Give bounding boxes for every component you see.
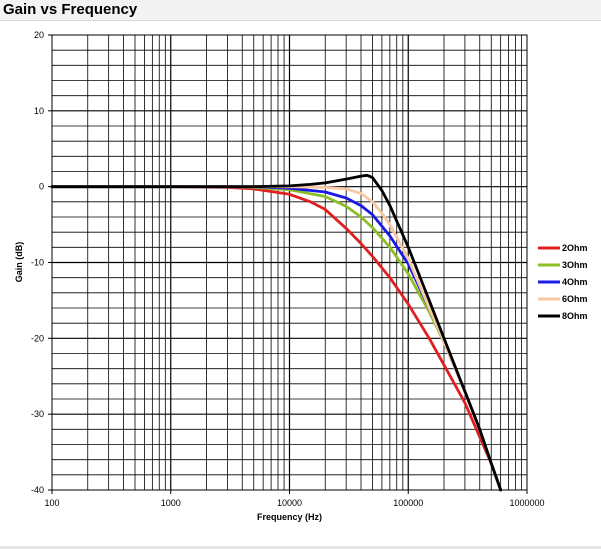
- x-tick-labels: 100 1000 10000 100000 1000000: [44, 490, 545, 508]
- y-tick-labels: 20 10 0 -10 -20 -30 -40: [31, 30, 52, 495]
- legend-label: 4Ohm: [562, 277, 588, 287]
- x-tick-label: 1000000: [509, 498, 544, 508]
- bottom-strip: [0, 546, 601, 549]
- y-tick-label: -10: [31, 258, 44, 268]
- y-axis-title: Gain (dB): [14, 242, 24, 283]
- y-tick-label: -20: [31, 333, 44, 343]
- x-tick-label: 10000: [277, 498, 302, 508]
- legend-label: 3Ohm: [562, 260, 588, 270]
- x-tick-label: 100: [44, 498, 59, 508]
- legend-label: 6Ohm: [562, 294, 588, 304]
- legend-label: 2Ohm: [562, 243, 588, 253]
- series-layer: [50, 173, 503, 492]
- y-tick-label: 0: [39, 182, 44, 192]
- legend: 2Ohm 3Ohm 4Ohm 6Ohm 8Ohm: [538, 243, 588, 321]
- window-title: Gain vs Frequency: [3, 1, 138, 18]
- x-tick-label: 1000: [161, 498, 181, 508]
- x-tick-label: 100000: [393, 498, 423, 508]
- y-tick-label: -40: [31, 485, 44, 495]
- grid: [52, 35, 527, 490]
- legend-label: 8Ohm: [562, 311, 588, 321]
- y-tick-label: 20: [34, 30, 44, 40]
- title-bar: Gain vs Frequency: [0, 0, 601, 21]
- series-line-8ohm: [50, 173, 503, 492]
- y-tick-label: -30: [31, 409, 44, 419]
- x-axis-title: Frequency (Hz): [257, 512, 322, 522]
- y-tick-label: 10: [34, 106, 44, 116]
